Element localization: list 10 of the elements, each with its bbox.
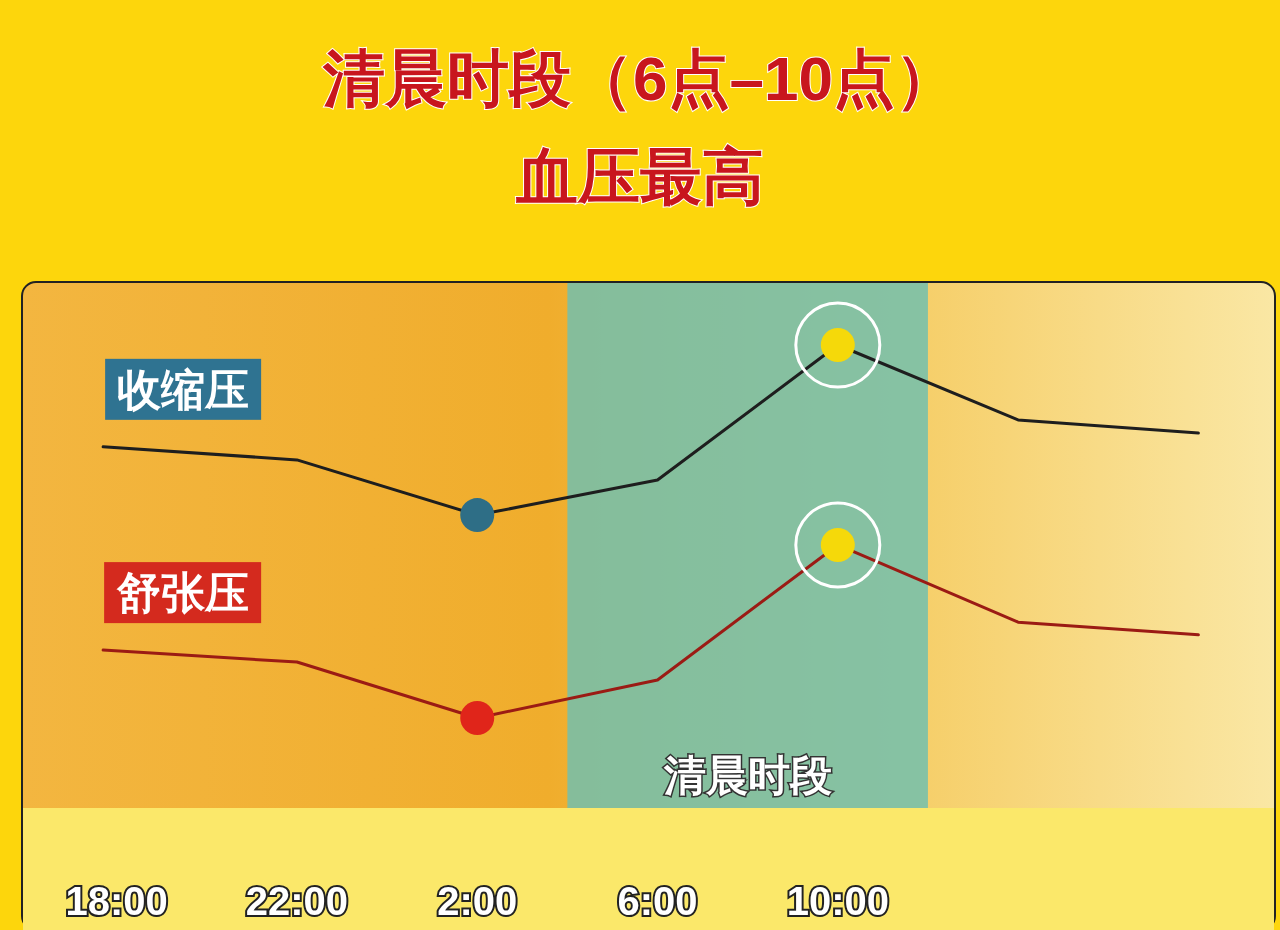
band-label: 清晨时段 [662,752,832,799]
series-label: 收缩压 [117,364,250,414]
chart-subtitle: 血压最高 [515,142,764,211]
series-label: 舒张压 [116,568,250,618]
x-tick-label: 2:00 [437,879,518,923]
chart-title: 清晨时段（6点–10点） [322,44,957,113]
x-tick-label: 18:00 [65,879,168,923]
x-tick-label: 6:00 [617,879,698,923]
x-tick-label: 10:00 [786,879,889,923]
x-tick-label: 22:00 [245,879,349,923]
